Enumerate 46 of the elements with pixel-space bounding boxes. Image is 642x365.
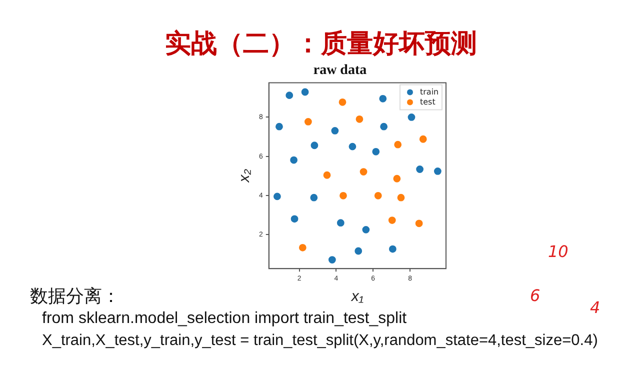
point: [310, 142, 318, 150]
text: X_train,X_test,y_train,y_test = train_test_split(X,y,random_state=4,test_size=0.4): [42, 332, 598, 350]
chart-title: raw data: [313, 63, 367, 78]
point: [416, 166, 424, 173]
point: [374, 192, 382, 200]
point: [388, 216, 396, 224]
point: [379, 94, 387, 102]
text: 10: [548, 242, 568, 261]
point: [298, 244, 306, 252]
point: [397, 194, 405, 202]
point: [360, 168, 368, 176]
point: [286, 92, 294, 100]
point: [356, 115, 364, 123]
point: [338, 98, 346, 106]
point: [331, 127, 339, 134]
legend-label: train: [420, 87, 439, 96]
point: [408, 114, 416, 121]
x-axis-title: x₁: [350, 288, 364, 306]
point: [372, 148, 380, 156]
point: [290, 156, 298, 164]
point: [380, 122, 388, 130]
text: 实战（二）：质量好坏预测: [164, 28, 478, 61]
point: [394, 140, 402, 148]
point: [362, 226, 370, 234]
point: [304, 118, 312, 126]
point: [388, 245, 396, 253]
text: 4: [590, 298, 600, 317]
point: [434, 168, 442, 175]
point: [301, 88, 309, 96]
text: from sklearn.model_selection import train_test_split: [42, 310, 407, 328]
legend-label: test: [420, 97, 436, 106]
point: [419, 135, 427, 143]
y-axis-title: x₂: [236, 168, 254, 184]
point: [273, 192, 281, 200]
point: [310, 194, 318, 202]
text: 数据分离：: [30, 285, 120, 308]
point: [348, 142, 356, 150]
point: [336, 219, 344, 227]
point: [328, 256, 336, 264]
point: [323, 171, 331, 179]
point: [354, 247, 362, 255]
point: [290, 215, 298, 223]
point: [340, 192, 347, 200]
point: [393, 174, 401, 182]
point: [276, 122, 283, 130]
point: [415, 220, 423, 228]
